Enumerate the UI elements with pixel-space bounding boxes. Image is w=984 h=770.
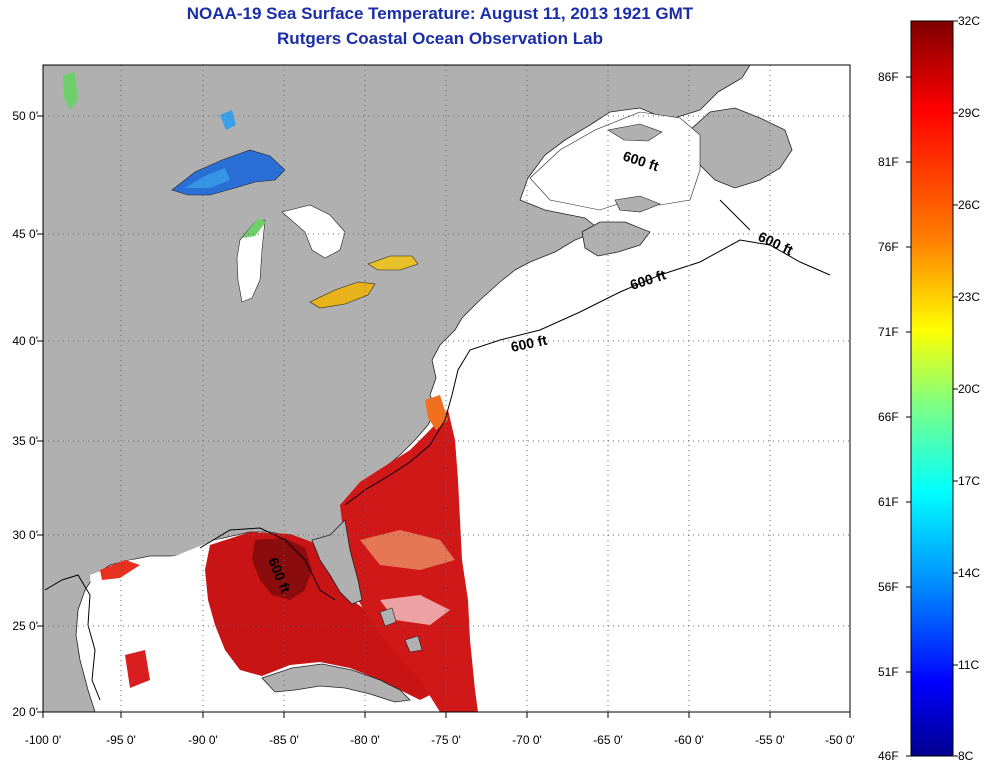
contour-label: 600 ft — [509, 332, 548, 355]
florida-land — [311, 519, 363, 605]
lake-superior-highlight — [185, 168, 230, 188]
y-tick-label: 20 0' — [12, 705, 38, 719]
colorbar-f-label: 46F — [878, 749, 899, 763]
x-tick-label: -60 0' — [674, 733, 704, 747]
gulf-sst-hot — [252, 538, 312, 600]
colorbar-c-label: 17C — [958, 474, 981, 488]
bahamas-land — [379, 607, 397, 627]
x-tick-label: -70 0' — [512, 733, 542, 747]
contour-600ft — [44, 199, 831, 701]
y-tick-label: 35 0' — [12, 434, 38, 448]
colorbar-c-label: 14C — [958, 566, 981, 580]
nova-scotia-land — [581, 221, 651, 257]
atlantic-sst-light-2 — [380, 595, 450, 625]
colorbar-ticks — [906, 20, 958, 757]
island-land-3 — [614, 195, 661, 213]
colorbar-f-label: 76F — [878, 240, 899, 254]
atlantic-sst-north — [425, 395, 448, 430]
lake-ontario — [367, 255, 419, 271]
y-tick-label: 45 0' — [12, 227, 38, 241]
x-tick-label: -80 0' — [350, 733, 380, 747]
y-tick-label: 30 0' — [12, 528, 38, 542]
gulf-sst-patch-2 — [125, 650, 150, 688]
x-tick-label: -100 0' — [24, 733, 62, 747]
colorbar-c-label: 29C — [958, 106, 981, 120]
atlantic-sst-light — [360, 530, 455, 570]
lake-nipigon — [220, 110, 236, 130]
map-title: NOAA-19 Sea Surface Temperature: August … — [186, 4, 694, 23]
tick-marks — [37, 115, 851, 718]
colorbar-c-label: 8C — [958, 749, 974, 763]
colorbar-f-label: 61F — [878, 495, 899, 509]
colorbar-c-label: 23C — [958, 290, 981, 304]
x-tick-label: -95 0' — [106, 733, 136, 747]
gulf-st-lawrence — [529, 111, 701, 211]
x-tick-label: -90 0' — [188, 733, 218, 747]
lake-huron — [281, 204, 346, 259]
cuba-land-top — [261, 663, 411, 703]
y-tick-label: 25 0' — [12, 619, 38, 633]
colorbar-c-label: 32C — [958, 14, 981, 28]
x-tick-label: -50 0' — [825, 733, 855, 747]
lake-michigan-north — [242, 218, 266, 238]
colorbar-c-label: 20C — [958, 382, 981, 396]
gulf-sst-patch — [100, 560, 140, 580]
colorbar-f-label: 51F — [878, 665, 899, 679]
colorbar-f-label: 66F — [878, 410, 899, 424]
colorbar-f-label: 81F — [878, 155, 899, 169]
colorbar-f-label: 56F — [878, 580, 899, 594]
x-tick-label: -75 0' — [431, 733, 461, 747]
colorbar-c-label: 26C — [958, 198, 981, 212]
bahamas-land-2 — [404, 635, 423, 653]
map-subtitle: Rutgers Coastal Ocean Observation Lab — [277, 29, 603, 48]
y-tick-label: 40 0' — [12, 334, 38, 348]
x-tick-label: -85 0' — [269, 733, 299, 747]
x-tick-label: -55 0' — [755, 733, 785, 747]
colorbar-f-label: 86F — [878, 70, 899, 84]
island-land-4 — [607, 123, 663, 142]
lake-winnipegosis — [63, 72, 78, 110]
colorbar — [910, 20, 954, 757]
y-tick-label: 50 0' — [12, 109, 38, 123]
x-tick-label: -65 0' — [593, 733, 623, 747]
colorbar-c-label: 11C — [958, 658, 980, 672]
lake-erie — [309, 281, 376, 309]
colorbar-f-label: 71F — [878, 325, 899, 339]
